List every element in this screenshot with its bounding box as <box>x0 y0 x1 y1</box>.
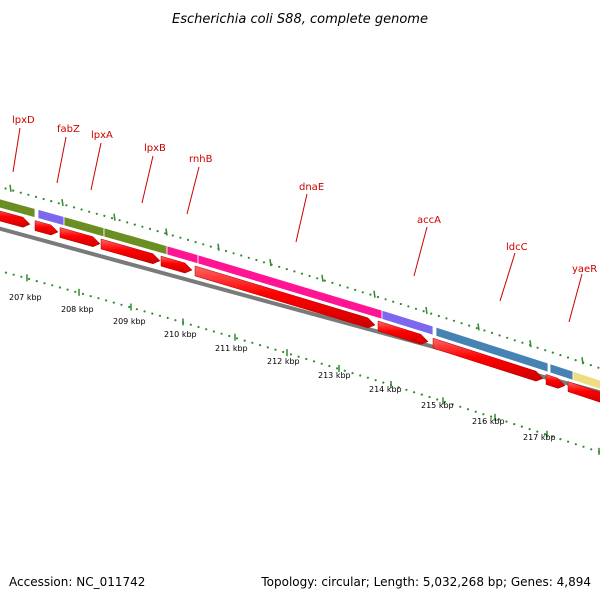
kbp-labels: 207 kbp 208 kbp 209 kbp 210 kbp 211 kbp … <box>9 293 556 442</box>
cds-arrow[interactable] <box>59 227 101 247</box>
gene-label-lpxB[interactable]: lpxB <box>141 143 166 204</box>
svg-text:lpxA: lpxA <box>91 130 113 141</box>
cds-arrow[interactable] <box>377 320 429 345</box>
gene-label-yaeR[interactable]: yaeR <box>568 264 597 323</box>
svg-text:rnhB: rnhB <box>189 154 213 165</box>
gene-label-rnhB[interactable]: rnhB <box>186 154 213 215</box>
gene-label-accA[interactable]: accA <box>413 215 441 277</box>
kbp-label: 214 kbp <box>369 385 402 394</box>
kbp-label: 207 kbp <box>9 293 42 302</box>
gene-labels: lpxD fabZ lpxA lpxB rnhB dnaE accA ldcC <box>12 115 597 323</box>
cds-arrow[interactable] <box>194 265 376 329</box>
kbp-label: 209 kbp <box>113 317 146 326</box>
svg-text:lpxB: lpxB <box>144 143 166 154</box>
kbp-label: 213 kbp <box>318 371 351 380</box>
gene-label-fabZ[interactable]: fabZ <box>56 124 80 184</box>
gene-label-lpxA[interactable]: lpxA <box>90 130 113 191</box>
svg-text:lpxD: lpxD <box>12 115 35 126</box>
map-title: Escherichia coli S88, complete genome <box>172 12 428 27</box>
gene-label-lpxD[interactable]: lpxD <box>12 115 35 173</box>
svg-text:accA: accA <box>417 215 441 226</box>
svg-text:yaeR: yaeR <box>572 264 597 275</box>
kbp-label: 216 kbp <box>472 417 505 426</box>
gene-block-yaeR[interactable] <box>572 370 600 392</box>
cds-arrow[interactable] <box>100 238 161 265</box>
kbp-label: 217 kbp <box>523 433 556 442</box>
svg-text:dnaE: dnaE <box>299 182 324 193</box>
gene-block-lpxD[interactable] <box>0 196 36 219</box>
genome-summary-text: Topology: circular; Length: 5,032,268 bp… <box>260 575 591 589</box>
kbp-label: 210 kbp <box>164 330 197 339</box>
svg-text:ldcC: ldcC <box>506 242 528 253</box>
cds-arrow[interactable] <box>432 337 544 382</box>
cds-arrow[interactable] <box>567 381 600 404</box>
kbp-label: 215 kbp <box>421 401 454 410</box>
outer-tick-ruler <box>4 184 600 369</box>
gene-block-accA[interactable] <box>381 309 434 336</box>
cds-arrow-track <box>0 208 600 404</box>
gene-feature-track <box>0 196 600 392</box>
gene-label-dnaE[interactable]: dnaE <box>295 182 324 243</box>
gene-label-ldcC[interactable]: ldcC <box>499 242 528 302</box>
inner-tick-ruler <box>4 271 600 455</box>
kbp-label: 212 kbp <box>267 357 300 366</box>
kbp-label: 208 kbp <box>61 305 94 314</box>
gene-block-ldcC[interactable] <box>435 326 549 373</box>
accession-text: Accession: NC_011742 <box>9 575 145 589</box>
svg-text:fabZ: fabZ <box>57 124 80 135</box>
kbp-label: 211 kbp <box>215 344 248 353</box>
cds-arrow[interactable] <box>545 374 566 389</box>
cds-arrow[interactable] <box>0 208 31 228</box>
cds-arrow[interactable] <box>34 220 59 236</box>
cds-arrow[interactable] <box>160 255 193 274</box>
